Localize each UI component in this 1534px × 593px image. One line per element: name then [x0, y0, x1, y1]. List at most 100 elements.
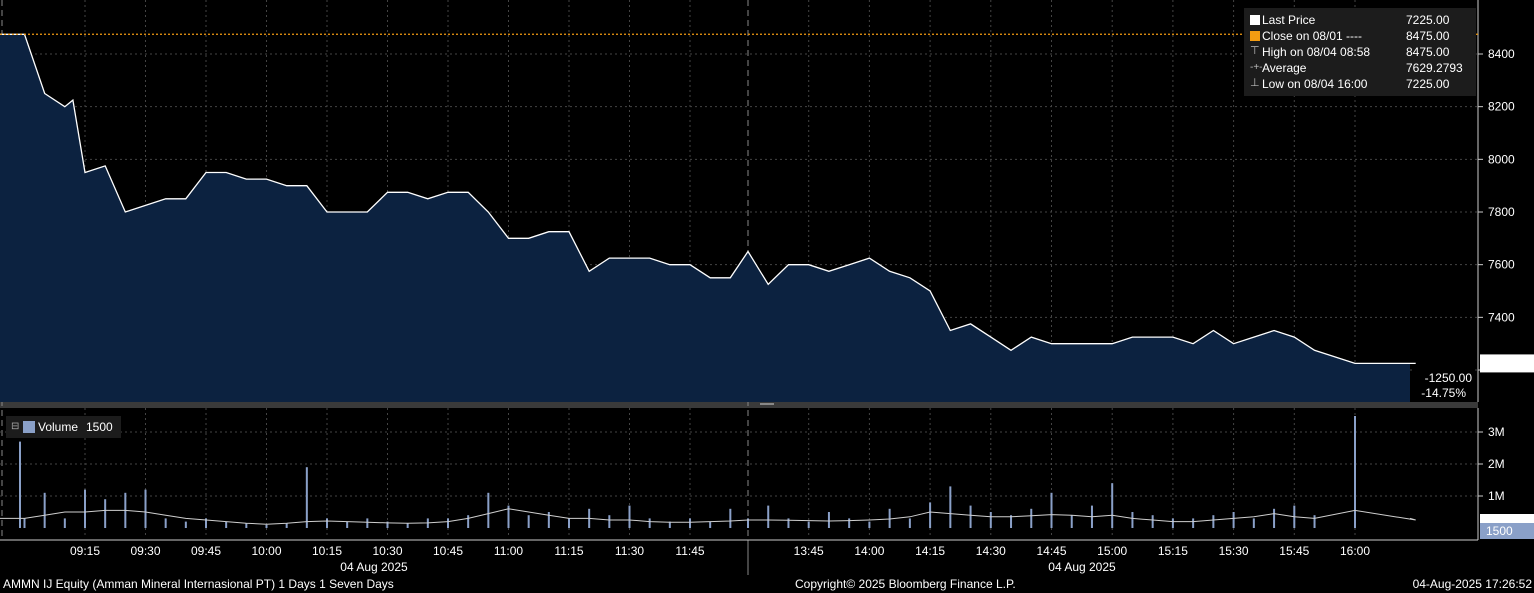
price-tick-label: 8000	[1488, 152, 1515, 166]
volume-bar	[346, 521, 349, 528]
volume-tick-label: 3M	[1488, 425, 1505, 439]
last-price-swatch	[1250, 15, 1260, 25]
close-swatch	[1250, 31, 1260, 41]
time-tick-label: 11:45	[675, 544, 704, 558]
time-tick-label: 13:45	[794, 544, 824, 558]
low-marker-icon: ⊥	[1250, 77, 1260, 89]
time-tick-label: 15:45	[1279, 544, 1309, 558]
volume-bar	[848, 518, 851, 528]
volume-bar	[386, 521, 389, 528]
volume-bar	[1030, 508, 1033, 528]
volume-legend-label: Volume	[38, 420, 79, 434]
volume-bar	[949, 486, 952, 528]
last-price-tag: 7225.00	[1484, 356, 1528, 370]
volume-bar	[527, 515, 530, 528]
legend-label: Low on 08/04 16:00	[1262, 77, 1368, 91]
date-label: 04 Aug 2025	[340, 560, 408, 574]
volume-bar	[1354, 416, 1356, 528]
volume-bar	[23, 518, 26, 528]
volume-bar	[245, 523, 248, 528]
volume-bar	[888, 508, 891, 528]
time-tick-label: 14:15	[915, 544, 945, 558]
volume-bar	[568, 518, 570, 528]
price-tick-label: 7600	[1488, 258, 1515, 272]
volume-bar	[1171, 518, 1174, 528]
average-marker-icon: -+-	[1250, 62, 1263, 73]
volume-bar	[908, 518, 911, 528]
high-marker-icon: ⊤	[1250, 45, 1260, 57]
volume-bar	[827, 512, 830, 528]
volume-bar	[1070, 515, 1073, 528]
legend-value: 8475.00	[1406, 29, 1450, 43]
volume-bar	[1252, 518, 1255, 528]
last-volume-tag-bg	[1480, 523, 1534, 539]
volume-bar	[84, 489, 86, 528]
price-tick-label: 7800	[1488, 205, 1515, 219]
price-tick-label: 8400	[1488, 47, 1515, 61]
volume-bar	[326, 518, 328, 528]
volume-bar	[1273, 508, 1276, 528]
avg-volume-tag: 0.391M	[1484, 512, 1524, 526]
time-tick-label: 14:45	[1036, 544, 1066, 558]
price-area-fill	[0, 34, 1416, 403]
volume-bar	[787, 518, 790, 528]
legend-label: High on 08/04 08:58	[1262, 45, 1371, 59]
time-tick-label: 15:30	[1219, 544, 1249, 558]
volume-bar	[1232, 512, 1235, 528]
time-tick-label: 14:30	[976, 544, 1006, 558]
volume-bar	[406, 523, 409, 528]
volume-bar	[487, 492, 490, 528]
volume-bar	[164, 518, 167, 528]
volume-bar	[104, 499, 107, 528]
timestamp: 04-Aug-2025 17:26:52	[1412, 577, 1532, 591]
time-tick-label: 11:15	[554, 544, 583, 558]
volume-bar	[1050, 492, 1053, 528]
last-price-line	[0, 33, 1416, 365]
legend-label: Close on 08/01 ----	[1262, 29, 1363, 43]
time-tick-label: 15:00	[1097, 544, 1127, 558]
time-tick-label: 11:30	[615, 544, 644, 558]
time-tick-label: 16:00	[1340, 544, 1370, 558]
volume-bar	[144, 489, 147, 528]
change-tag-bg	[1412, 368, 1475, 400]
volume-bar	[729, 508, 732, 528]
time-tick-label: 09:45	[191, 544, 221, 558]
volume-bar	[225, 521, 228, 528]
collapse-icon[interactable]: ⊟	[11, 421, 20, 432]
volume-bar	[507, 505, 510, 528]
volume-bar	[648, 518, 651, 528]
volume-legend[interactable]: ⊟ Volume 1500	[6, 416, 121, 438]
legend-value: 7225.00	[1406, 13, 1450, 27]
volume-tick-label: 2M	[1488, 457, 1505, 471]
legend-value: 7629.2793	[1406, 61, 1463, 75]
volume-bar	[205, 518, 207, 528]
volume-tick-label: 1M	[1488, 489, 1505, 503]
volume-bar	[1111, 483, 1114, 528]
volume-bar	[868, 521, 871, 528]
time-tick-label: 10:30	[372, 544, 402, 558]
volume-bar	[1151, 515, 1154, 528]
volume-bar	[807, 521, 810, 528]
time-tick-label: 10:00	[251, 544, 281, 558]
volume-bar	[747, 518, 749, 528]
volume-bar	[628, 505, 631, 528]
time-tick-label: 09:15	[70, 544, 100, 558]
volume-bar	[184, 521, 187, 528]
volume-bar	[929, 502, 932, 528]
volume-bar	[608, 515, 611, 528]
time-tick-label: 10:15	[312, 544, 342, 558]
time-tick-label: 15:15	[1158, 544, 1188, 558]
volume-bar	[668, 521, 671, 528]
volume-bar	[265, 524, 268, 528]
volume-bar	[43, 492, 46, 528]
volume-bar	[1212, 515, 1215, 528]
volume-swatch	[23, 421, 35, 433]
volume-bar	[366, 518, 369, 528]
volume-average-line	[0, 508, 1416, 525]
last-price-tag-bg	[1480, 354, 1534, 373]
volume-bar	[1010, 515, 1013, 528]
change-abs-label: -1250.00	[1425, 371, 1473, 385]
volume-bar	[285, 523, 288, 528]
volume-legend-value: 1500	[86, 420, 113, 434]
